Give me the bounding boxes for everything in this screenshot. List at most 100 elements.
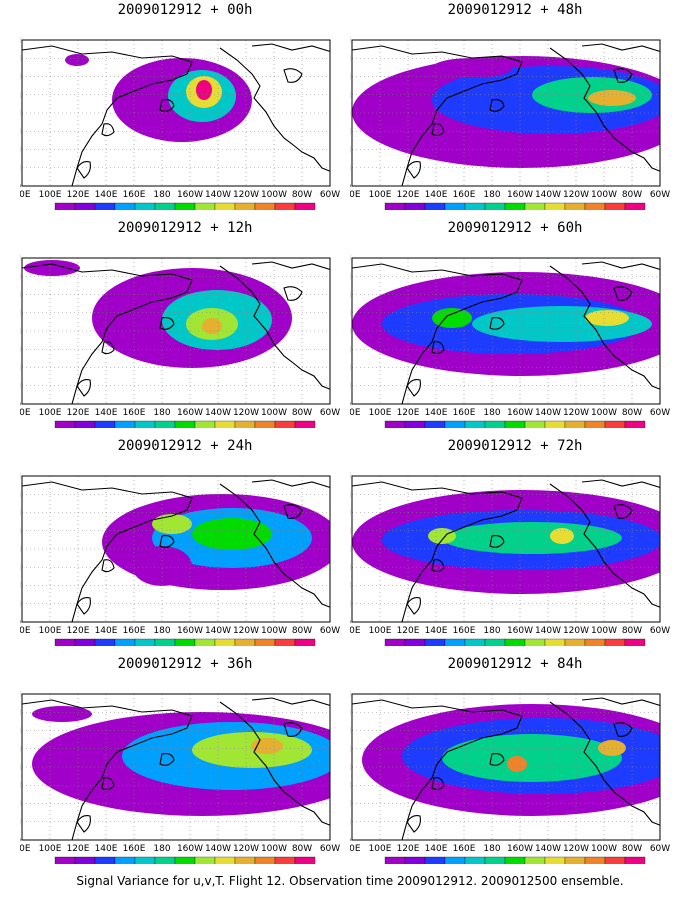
- y-tick-label: 10N: [20, 382, 21, 392]
- colorbar-swatch: [624, 856, 646, 864]
- colorbar-swatch: [524, 638, 546, 646]
- x-tick-label: 140W: [205, 844, 231, 854]
- x-tick-label: 120E: [67, 844, 90, 854]
- y-tick-label: EQ: [350, 618, 351, 628]
- coastline: [219, 483, 330, 608]
- colorbar-swatch: [504, 856, 526, 864]
- y-tick-label: 10N: [20, 600, 21, 610]
- colorbar-swatch: [564, 638, 586, 646]
- x-tick-label: 80E: [350, 190, 361, 200]
- x-tick-label: 160E: [123, 844, 146, 854]
- panel-60h: 2009012912 + 60h 80N 70N 60N 50N 40N 30N 20N 10…: [350, 218, 680, 428]
- x-tick-label: 80W: [622, 626, 642, 636]
- colorbar-swatch: [74, 856, 96, 864]
- variance-contour: [192, 732, 312, 768]
- colorbar-swatch: [584, 202, 606, 210]
- x-tick-label: 180: [483, 844, 500, 854]
- y-tick-label: 60N: [350, 291, 351, 301]
- x-tick-label: 100E: [369, 844, 392, 854]
- colorbar-swatch: [294, 420, 316, 428]
- colorbar-swatch: [234, 638, 256, 646]
- x-tick-label: 120E: [67, 190, 90, 200]
- colorbar-swatch: [444, 856, 466, 864]
- colorbar-swatch: [74, 638, 96, 646]
- colorbar-swatch: [444, 638, 466, 646]
- x-tick-label: 80W: [622, 408, 642, 418]
- y-tick-label: 10N: [350, 164, 351, 174]
- x-tick-label: 100W: [261, 844, 287, 854]
- colorbar-swatch: [464, 856, 486, 864]
- colorbar-swatch: [624, 638, 646, 646]
- panel-36h: 2009012912 + 36h 80N 70N 60N 50N 40N 30N 20N 10…: [20, 654, 350, 864]
- y-tick-label: 60N: [350, 727, 351, 737]
- coastline: [406, 597, 421, 615]
- coastline: [431, 559, 445, 573]
- y-tick-label: 80N: [20, 254, 21, 264]
- variance-contour: [202, 318, 222, 334]
- coastline: [283, 504, 303, 519]
- coastline: [159, 753, 175, 766]
- x-tick-label: 140E: [425, 190, 448, 200]
- panel-title: 2009012912 + 48h: [447, 2, 583, 18]
- coastline: [431, 123, 445, 137]
- coastline: [581, 261, 660, 270]
- x-tick-label: 160E: [453, 190, 476, 200]
- coastline: [76, 597, 91, 615]
- y-tick-label: 50N: [350, 91, 351, 101]
- variance-contour: [24, 260, 80, 276]
- colorbar-swatch: [234, 856, 256, 864]
- colorbar-swatch: [274, 202, 296, 210]
- y-tick-label: 80N: [350, 472, 351, 482]
- colorbar-swatch: [54, 420, 76, 428]
- colorbar-swatch: [254, 856, 276, 864]
- x-tick-label: 100W: [591, 626, 617, 636]
- colorbar-swatch: [424, 202, 446, 210]
- colorbar-swatch: [384, 638, 406, 646]
- coastline: [549, 265, 660, 390]
- colorbar-swatch: [424, 856, 446, 864]
- colorbar-swatch: [114, 420, 136, 428]
- x-tick-label: 180: [153, 408, 170, 418]
- x-tick-label: 120W: [233, 626, 259, 636]
- x-tick-label: 140W: [205, 190, 231, 200]
- coastline: [101, 559, 115, 573]
- colorbar-swatch: [114, 638, 136, 646]
- colorbar-swatch: [294, 856, 316, 864]
- panel-title: 2009012912 + 36h: [117, 656, 253, 672]
- x-tick-label: 180: [153, 844, 170, 854]
- y-tick-label: 10N: [350, 382, 351, 392]
- map-figure: 80N 70N 60N 50N 40N 30N 20N 10N EQ80E 100E 120E 140…: [350, 254, 670, 428]
- colorbar-swatch: [604, 420, 626, 428]
- x-tick-label: 160W: [507, 408, 533, 418]
- x-tick-label: 180: [153, 190, 170, 200]
- coastline: [613, 504, 633, 519]
- colorbar-swatch: [214, 202, 236, 210]
- x-tick-label: 180: [483, 626, 500, 636]
- panel-24h: 2009012912 + 24h 80N 70N 60N 50N 40N 30N 20N 10…: [20, 436, 350, 646]
- y-tick-label: 70N: [20, 54, 21, 64]
- y-tick-label: 30N: [350, 563, 351, 573]
- x-tick-label: 60W: [320, 408, 340, 418]
- x-tick-label: 80W: [622, 844, 642, 854]
- y-tick-label: 80N: [350, 690, 351, 700]
- x-tick-label: 160W: [507, 626, 533, 636]
- y-tick-label: 10N: [350, 818, 351, 828]
- colorbar-swatch: [174, 202, 196, 210]
- x-tick-label: 180: [483, 408, 500, 418]
- y-tick-label: 40N: [350, 327, 351, 337]
- map-figure: 80N 70N 60N 50N 40N 30N 20N 10N EQ80E 100E 120E 140…: [20, 254, 340, 428]
- y-tick-label: 10N: [20, 818, 21, 828]
- coastline: [489, 99, 505, 112]
- variance-contour: [32, 706, 92, 722]
- x-tick-label: 80W: [292, 408, 312, 418]
- colorbar-swatch: [174, 856, 196, 864]
- colorbar-swatch: [464, 202, 486, 210]
- coastline: [219, 701, 330, 826]
- variance-contour: [432, 58, 512, 78]
- colorbar-swatch: [134, 856, 156, 864]
- map-figure: 80N 70N 60N 50N 40N 30N 20N 10N EQ80E 100E 120E 140…: [20, 36, 340, 210]
- coastline: [76, 161, 91, 179]
- y-tick-label: 60N: [350, 73, 351, 83]
- x-tick-label: 60W: [320, 190, 340, 200]
- x-tick-label: 60W: [650, 626, 670, 636]
